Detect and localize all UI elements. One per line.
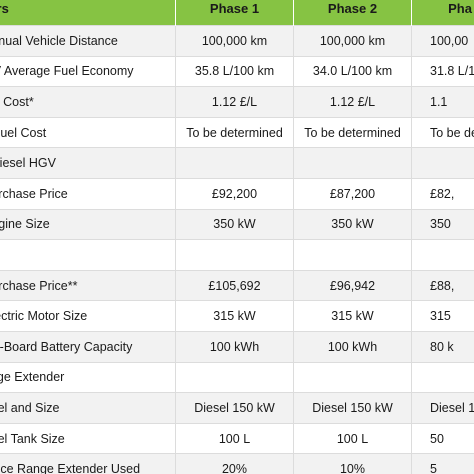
phase-3-value: 5	[411, 453, 474, 474]
phase-1-value: Diesel 150 kW	[175, 392, 294, 424]
phase-2-value	[293, 361, 412, 394]
table-row: uel Cost*1.12 £/L1.12 £/L1.1	[0, 86, 474, 118]
header-phase-1: Phase 1	[175, 0, 294, 26]
row-label: Electric Motor Size	[0, 300, 176, 332]
phase-1-value: 100 kWh	[175, 330, 294, 363]
header-phase-3: Pha	[411, 0, 474, 26]
phase-3-value: 100,00	[411, 25, 474, 57]
table-header-row: ters Phase 1 Phase 2 Pha	[0, 0, 474, 26]
row-label: Purchase Price**	[0, 269, 176, 302]
phase-1-value: £92,200	[175, 177, 294, 210]
phase-2-value	[293, 239, 412, 271]
phase-2-value: To be determined	[293, 116, 412, 149]
phase-3-value: £82,	[411, 177, 474, 210]
row-label: Annual Vehicle Distance	[0, 25, 176, 57]
row-label: Fuel and Size	[0, 392, 176, 424]
phase-2-value: 1.12 £/L	[293, 86, 412, 118]
row-label: GV Average Fuel Economy	[0, 55, 176, 88]
phase-3-value	[411, 147, 474, 179]
row-label: Purchase Price	[0, 177, 176, 210]
phase-3-value: 80 k	[411, 330, 474, 363]
row-label: tance Range Extender Used	[0, 453, 176, 474]
row-label: Engine Size	[0, 208, 176, 241]
table-row: ange Extender	[0, 361, 474, 394]
phase-2-value: 315 kW	[293, 300, 412, 332]
row-label: Fuel Tank Size	[0, 422, 176, 455]
phase-3-value: 350	[411, 208, 474, 241]
table-row: Purchase Price£92,200£87,200£82,	[0, 177, 474, 210]
row-label	[0, 239, 176, 271]
phase-1-value: To be determined	[175, 116, 294, 149]
phase-3-value: 50	[411, 422, 474, 455]
phase-3-value: 315	[411, 300, 474, 332]
phase-1-value	[175, 361, 294, 394]
phase-2-value: 100,000 km	[293, 25, 412, 57]
table-row: Purchase Price**£105,692£96,942£88,	[0, 269, 474, 302]
phase-1-value: 350 kW	[175, 208, 294, 241]
phase-2-value: 100 L	[293, 422, 412, 455]
phase-2-value: 350 kW	[293, 208, 412, 241]
phase-2-value	[293, 147, 412, 179]
phase-1-value: £105,692	[175, 269, 294, 302]
header-phase-2: Phase 2	[293, 0, 412, 26]
row-label: y Fuel Cost	[0, 116, 176, 149]
row-label: - Diesel HGV	[0, 147, 176, 179]
phase-1-value: 100 L	[175, 422, 294, 455]
phase-1-value: 100,000 km	[175, 25, 294, 57]
row-label: On-Board Battery Capacity	[0, 330, 176, 363]
phase-3-value	[411, 361, 474, 394]
table-row: - Diesel HGV	[0, 147, 474, 179]
phase-2-value: 10%	[293, 453, 412, 474]
phase-2-value: 100 kWh	[293, 330, 412, 363]
table-row	[0, 239, 474, 271]
phase-2-value: 34.0 L/100 km	[293, 55, 412, 88]
phase-3-value: £88,	[411, 269, 474, 302]
phase-3-value	[411, 239, 474, 271]
phase-2-value: Diesel 150 kW	[293, 392, 412, 424]
phase-3-value: Diesel 1	[411, 392, 474, 424]
header-parameters: ters	[0, 0, 176, 26]
phase-3-value: To be de	[411, 116, 474, 149]
phase-1-value: 315 kW	[175, 300, 294, 332]
phase-1-value	[175, 239, 294, 271]
row-label: uel Cost*	[0, 86, 176, 118]
row-label: ange Extender	[0, 361, 176, 394]
phase-3-value: 31.8 L/1	[411, 55, 474, 88]
phase-3-value: 1.1	[411, 86, 474, 118]
phase-1-value: 35.8 L/100 km	[175, 55, 294, 88]
phase-2-value: £96,942	[293, 269, 412, 302]
phase-2-value: £87,200	[293, 177, 412, 210]
phase-1-value: 20%	[175, 453, 294, 474]
phase-1-value	[175, 147, 294, 179]
phase-1-value: 1.12 £/L	[175, 86, 294, 118]
